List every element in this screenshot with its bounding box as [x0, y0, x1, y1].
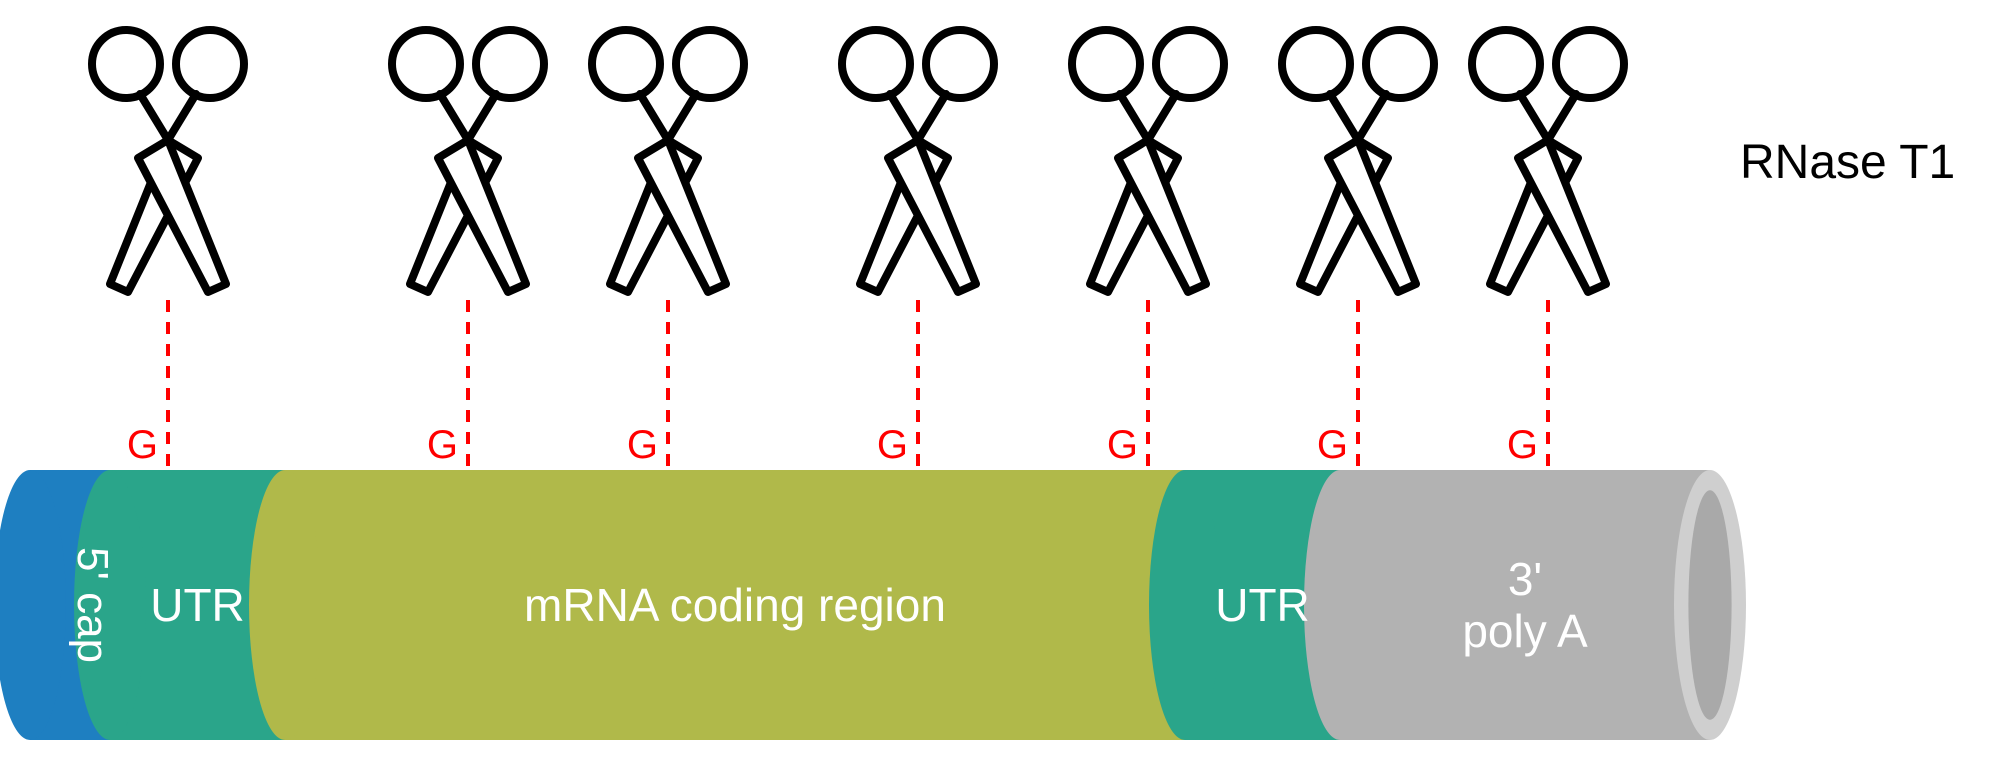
diagram-stage: 5' capUTRmRNA coding regionUTR3'poly AGG…	[0, 0, 2000, 779]
scissors-icon-3	[592, 30, 744, 292]
scissors-icon-2	[392, 30, 544, 292]
g-label-5: G	[1107, 423, 1138, 467]
label-5' cap: 5' cap	[68, 547, 117, 663]
rnase-t1-label: RNase T1	[1740, 136, 1955, 189]
scissors-icon-5	[1072, 30, 1224, 292]
label-UTR 5': UTR	[150, 579, 245, 631]
g-label-1: G	[127, 423, 158, 467]
g-label-3: G	[627, 423, 658, 467]
scissors-icon-7	[1472, 30, 1624, 292]
g-label-6: G	[1317, 423, 1348, 467]
g-label-7: G	[1507, 423, 1538, 467]
g-label-4: G	[877, 423, 908, 467]
label-UTR 3': UTR	[1215, 579, 1310, 631]
scissors-icon-4	[842, 30, 994, 292]
scissors-icon-1	[92, 30, 244, 292]
diagram-svg: 5' capUTRmRNA coding regionUTR3'poly AGG…	[0, 0, 2000, 779]
g-label-2: G	[427, 423, 458, 467]
label-coding: mRNA coding region	[524, 579, 946, 631]
cylinder-end-inner	[1688, 490, 1731, 720]
scissors-icon-6	[1282, 30, 1434, 292]
